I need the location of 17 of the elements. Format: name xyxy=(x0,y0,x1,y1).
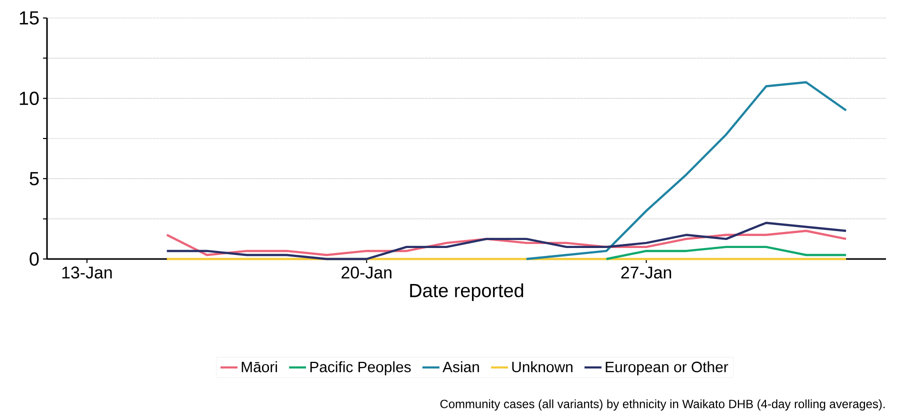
y-tick-label: 5 xyxy=(30,172,39,186)
x-axis-title: Date reported xyxy=(410,283,524,301)
x-tick-label: 13-Jan xyxy=(62,266,112,279)
legend-label: Māori xyxy=(242,361,277,372)
legend-label: Unknown xyxy=(512,361,572,372)
line-series xyxy=(166,230,848,256)
legend-label: Asian xyxy=(442,361,479,372)
line-series xyxy=(605,246,848,260)
legend-label: European or Other xyxy=(606,361,728,376)
y-tick-label: 0 xyxy=(30,252,39,266)
line-series xyxy=(525,81,848,260)
legend-label: Pacific Peoples xyxy=(310,361,411,376)
text: Community cases (all variants) by ethnicity in Waikato DHB (4-day rolling averages). xyxy=(440,399,885,411)
y-tick-label: 15 xyxy=(20,11,39,25)
x-tick-label: 27-Jan xyxy=(621,266,672,279)
y-tick-label: 10 xyxy=(20,92,39,106)
x-tick-label: 20-Jan xyxy=(342,266,392,279)
